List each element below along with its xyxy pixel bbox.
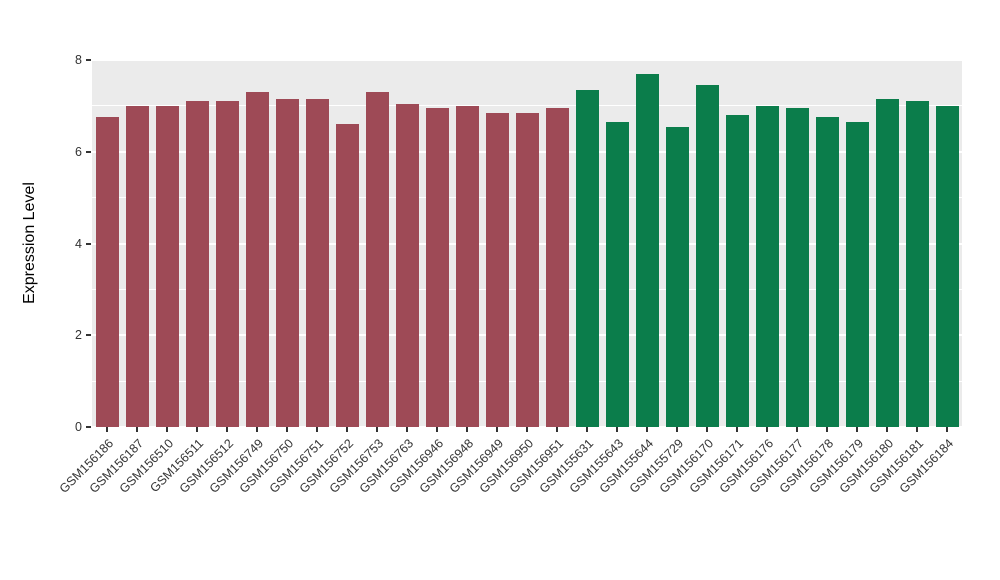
x-tick-mark bbox=[466, 427, 468, 432]
bar bbox=[245, 92, 269, 427]
x-tick-mark bbox=[736, 427, 738, 432]
x-tick-mark bbox=[286, 427, 288, 432]
bar bbox=[515, 112, 539, 427]
x-tick-mark bbox=[376, 427, 378, 432]
x-tick-mark bbox=[886, 427, 888, 432]
y-axis-title: Expression Level bbox=[21, 182, 38, 304]
y-tick-label: 0 bbox=[75, 420, 82, 434]
x-tick-mark bbox=[646, 427, 648, 432]
x-tick-mark bbox=[106, 427, 108, 432]
y-tick-label: 4 bbox=[75, 236, 82, 251]
x-tick-mark bbox=[706, 427, 708, 432]
y-tick-mark bbox=[86, 150, 91, 153]
y-tick-mark bbox=[86, 334, 91, 337]
bar bbox=[845, 121, 869, 427]
y-tick-mark bbox=[86, 59, 91, 61]
y-tick-label: 2 bbox=[75, 328, 82, 343]
x-tick-mark bbox=[406, 427, 408, 432]
x-tick-mark bbox=[766, 427, 768, 432]
y-tick-mark bbox=[86, 426, 91, 428]
y-tick-label: 6 bbox=[75, 144, 82, 159]
bar bbox=[215, 101, 239, 427]
bar bbox=[635, 73, 659, 427]
bar bbox=[725, 115, 749, 427]
bar bbox=[425, 108, 449, 427]
bar bbox=[875, 99, 899, 427]
x-tick-mark bbox=[436, 427, 438, 432]
bar bbox=[455, 105, 479, 427]
x-tick-mark bbox=[526, 427, 528, 432]
bar bbox=[155, 105, 179, 427]
x-tick-mark bbox=[856, 427, 858, 432]
gridline-minor bbox=[92, 105, 962, 107]
y-tick-label: 8 bbox=[75, 53, 82, 67]
x-tick-mark bbox=[496, 427, 498, 432]
x-tick-mark bbox=[586, 427, 588, 432]
bar bbox=[185, 101, 209, 427]
x-tick-mark bbox=[136, 427, 138, 432]
bar bbox=[275, 99, 299, 427]
bar bbox=[365, 92, 389, 427]
bar bbox=[335, 124, 359, 427]
bar bbox=[125, 105, 149, 427]
x-tick-mark bbox=[196, 427, 198, 432]
bar bbox=[935, 105, 959, 427]
bar bbox=[95, 117, 119, 427]
x-tick-mark bbox=[316, 427, 318, 432]
bar bbox=[755, 105, 779, 427]
x-tick-mark bbox=[796, 427, 798, 432]
plot-panel bbox=[92, 59, 962, 428]
y-tick-mark bbox=[86, 242, 91, 245]
bar bbox=[695, 85, 719, 427]
bar bbox=[305, 99, 329, 427]
x-tick-mark bbox=[166, 427, 168, 432]
bar bbox=[785, 108, 809, 427]
bar bbox=[575, 89, 599, 427]
x-tick-mark bbox=[676, 427, 678, 432]
x-tick-mark bbox=[946, 427, 948, 432]
x-tick-mark bbox=[916, 427, 918, 432]
bar bbox=[665, 126, 689, 427]
x-tick-mark bbox=[256, 427, 258, 432]
x-tick-mark bbox=[226, 427, 228, 432]
bar bbox=[905, 101, 929, 427]
bar bbox=[485, 112, 509, 427]
bar bbox=[815, 117, 839, 427]
gridline-major bbox=[92, 59, 962, 61]
bar bbox=[545, 108, 569, 427]
x-tick-mark bbox=[346, 427, 348, 432]
x-tick-mark bbox=[616, 427, 618, 432]
bar bbox=[605, 121, 629, 427]
bar bbox=[395, 103, 419, 427]
x-tick-mark bbox=[556, 427, 558, 432]
x-tick-mark bbox=[826, 427, 828, 432]
